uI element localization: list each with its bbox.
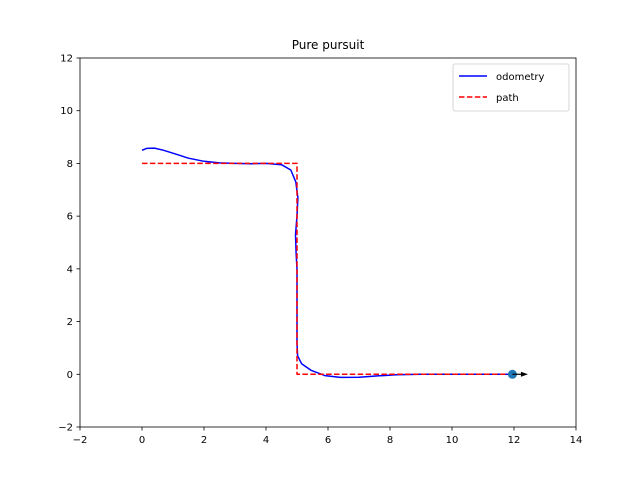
y-tick-label: 6	[67, 212, 73, 223]
plot-area	[80, 58, 576, 427]
y-tick-label: 2	[67, 317, 73, 328]
y-tick-label: 10	[60, 106, 73, 117]
legend-label-odometry: odometry	[496, 72, 545, 83]
y-axis: −2 0 2 4 6 8 10 12	[58, 54, 80, 434]
marker-layer	[507, 369, 528, 379]
x-tick-label: −2	[73, 435, 88, 446]
y-tick-label: −2	[58, 423, 73, 434]
series-line-odometry	[141, 147, 513, 379]
x-tick-label: 0	[139, 435, 145, 446]
x-tick-label: 2	[201, 435, 207, 446]
y-tick-label: 8	[67, 159, 73, 170]
x-tick-label: 4	[263, 435, 269, 446]
x-tick-label: 8	[387, 435, 393, 446]
y-tick-label: 12	[60, 54, 73, 65]
y-tick-label: 0	[67, 370, 73, 381]
x-tick-label: 14	[570, 435, 583, 446]
x-tick-label: 12	[508, 435, 521, 446]
legend: odometry path	[452, 63, 570, 112]
x-axis: −2 0 2 4 6 8 10 12 14	[73, 427, 583, 446]
legend-label-path: path	[496, 93, 519, 104]
chart-title: Pure pursuit	[292, 38, 365, 52]
heading-arrow-head	[520, 371, 528, 377]
x-tick-label: 6	[325, 435, 331, 446]
series-line-path	[142, 162, 514, 376]
y-tick-label: 4	[67, 264, 73, 275]
plot-frame	[79, 57, 577, 428]
series-layer	[141, 147, 514, 379]
x-tick-label: 10	[446, 435, 459, 446]
